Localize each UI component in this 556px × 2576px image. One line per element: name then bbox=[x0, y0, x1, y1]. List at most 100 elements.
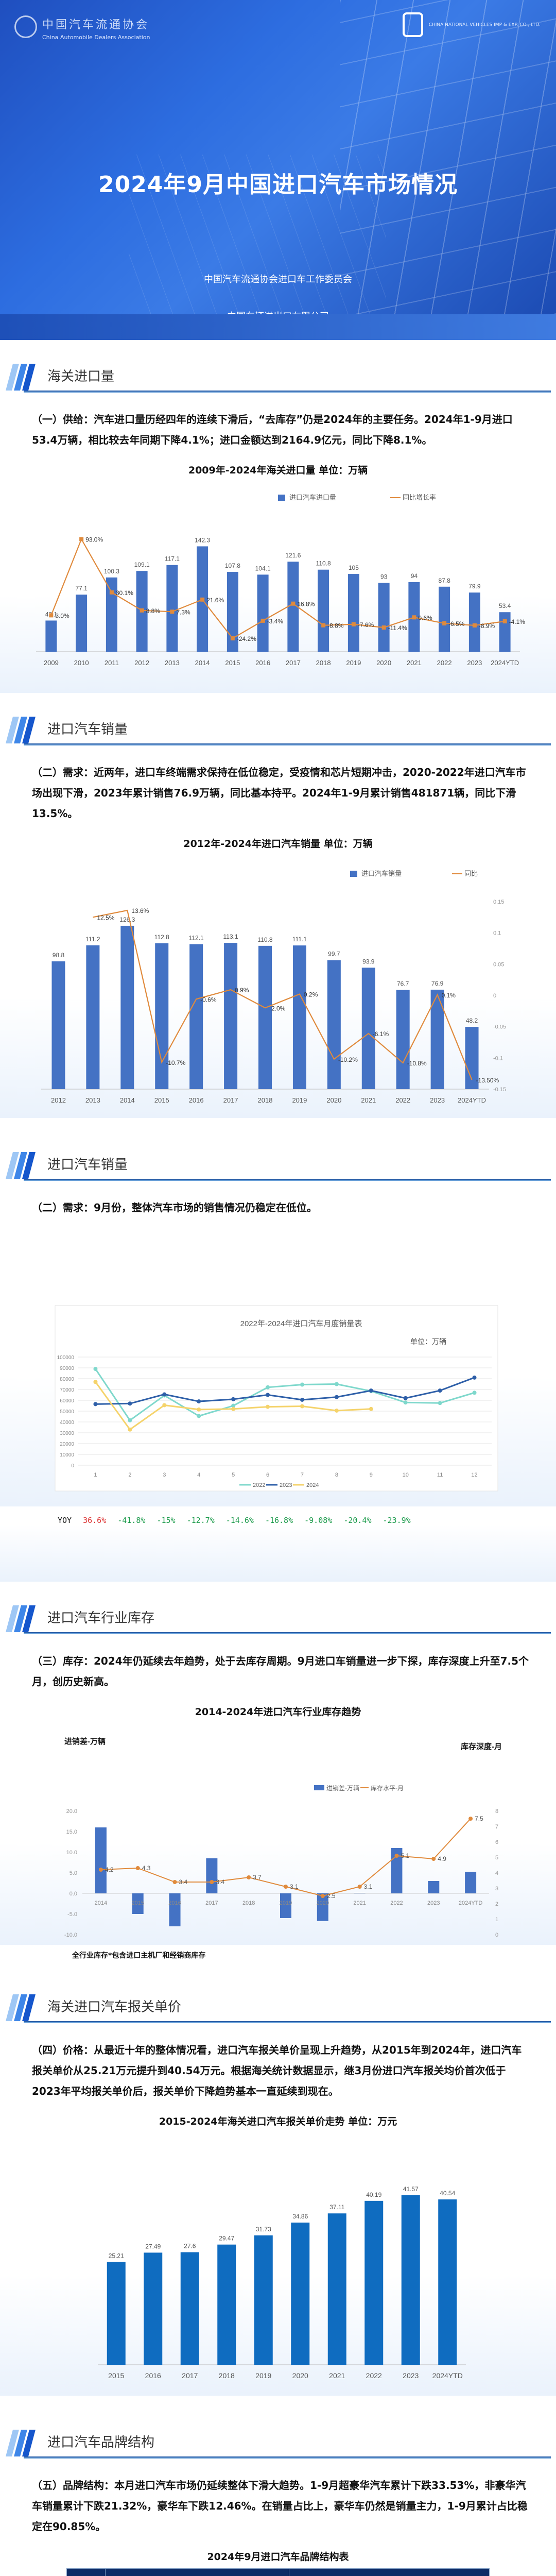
line-marker bbox=[109, 590, 114, 595]
chart-title: 2009年-2024年海关进口量 单位：万辆 bbox=[188, 465, 368, 476]
yoy-value: -15% bbox=[157, 1516, 176, 1525]
y2-tick: 6 bbox=[495, 1839, 498, 1845]
line-marker bbox=[321, 623, 326, 628]
line-value-label: 3.1 bbox=[364, 1883, 373, 1890]
trend-line bbox=[93, 909, 473, 1080]
bar bbox=[45, 620, 57, 652]
y2-tick: 4 bbox=[495, 1870, 498, 1876]
bar-value-label: 98.8 bbox=[53, 952, 65, 959]
category-label: 2014 bbox=[195, 659, 210, 667]
y-tick: 5.0 bbox=[70, 1870, 77, 1876]
line-marker bbox=[197, 1414, 201, 1418]
chart-title: 2014-2024年进口汽车行业库存趋势 bbox=[195, 1706, 361, 1718]
legend-label: 2022 bbox=[253, 1482, 265, 1488]
category-label: 2023 bbox=[467, 659, 482, 667]
y2-tick: 5 bbox=[495, 1855, 498, 1861]
category-label: 2015 bbox=[131, 1900, 144, 1906]
category-label: 2024YTD bbox=[491, 659, 519, 667]
line-marker bbox=[357, 1885, 362, 1889]
category-label: 2017 bbox=[286, 659, 301, 667]
section-header: 进口汽车销量 bbox=[5, 714, 551, 747]
yoy-value: 36.6% bbox=[83, 1516, 107, 1525]
line-value-label: -8.8% bbox=[327, 622, 344, 630]
y-tick: 15.0 bbox=[66, 1829, 77, 1835]
series-line-2023 bbox=[95, 1377, 475, 1405]
line-marker bbox=[247, 1875, 251, 1879]
bar-value-label: 48.2 bbox=[466, 1017, 478, 1024]
y2-tick: 8 bbox=[495, 1808, 498, 1815]
bar-value-label: 121.6 bbox=[285, 552, 301, 559]
table-header-cell: 品牌 bbox=[66, 2568, 106, 2576]
cover-bottom-band bbox=[0, 314, 556, 340]
category-label: 2018 bbox=[242, 1900, 255, 1906]
bar-value-label: 37.11 bbox=[329, 2204, 344, 2211]
bar bbox=[401, 2195, 420, 2365]
bar bbox=[391, 1848, 403, 1893]
y-tick: 30000 bbox=[60, 1431, 74, 1436]
line-marker bbox=[210, 1880, 214, 1884]
line-value-label: 8.8% bbox=[146, 607, 161, 615]
legend-label: 同比增长率 bbox=[403, 494, 436, 501]
bar-value-label: 110.8 bbox=[316, 560, 331, 567]
bar bbox=[318, 569, 329, 652]
line-marker bbox=[49, 613, 54, 618]
section-divider bbox=[24, 2456, 551, 2459]
bar-value-label: 111.2 bbox=[85, 936, 100, 943]
bar-value-label: 112.1 bbox=[189, 935, 204, 942]
line-marker bbox=[502, 619, 507, 624]
chart-monthly_sales: 2022年-2024年进口汽车月度销量表 单位：万辆 0 10000 20000 3000… bbox=[0, 1218, 556, 1506]
line-marker bbox=[162, 1392, 167, 1397]
y-tick: 40000 bbox=[60, 1420, 74, 1426]
line-marker bbox=[128, 1401, 132, 1406]
category-label: 2023 bbox=[403, 2371, 419, 2380]
report-title: 2024年9月中国进口汽车市场情况 bbox=[98, 172, 458, 198]
cada-logo-cn: 中国汽车流通协会 bbox=[42, 19, 150, 31]
category-label: 2014 bbox=[95, 1900, 107, 1906]
cada-logo-en: China Automobile Dealers Association bbox=[42, 34, 150, 41]
yoy-value: -12.7% bbox=[186, 1516, 215, 1525]
line-value-label: 13.6% bbox=[131, 907, 149, 914]
bar-value-label: 112.8 bbox=[154, 934, 169, 941]
line-value-label: -13.50% bbox=[476, 1077, 499, 1084]
category-label: 2016 bbox=[168, 1900, 181, 1906]
section-header: 进口汽车销量 bbox=[5, 1149, 551, 1182]
line-value-label: 5.1 bbox=[401, 1852, 409, 1859]
category-label: 2019 bbox=[292, 1096, 307, 1104]
bar bbox=[107, 2262, 126, 2365]
y2-tick: 0.1 bbox=[493, 930, 501, 937]
bar bbox=[51, 961, 65, 1089]
line-value-label: 0.1% bbox=[442, 992, 456, 999]
category-label: 2013 bbox=[85, 1096, 100, 1104]
bar bbox=[468, 592, 480, 652]
line-value-label: 7.3% bbox=[176, 608, 190, 616]
category-label: 2024YTD bbox=[432, 2371, 463, 2380]
line-marker bbox=[334, 1408, 339, 1413]
chart-import_sales: 98.8 2012 111.2 2013 126.3 2014 112.8 2015 112.1… bbox=[0, 850, 556, 1118]
cada-logo: 中国汽车流通协会 China Automobile Dealers Associ… bbox=[14, 15, 150, 41]
section-paragraph: （二）需求：9月份，整体汽车市场的销售情况仍稳定在低位。 bbox=[32, 1201, 317, 1214]
bar-value-label: 53.4 bbox=[499, 602, 511, 609]
bar bbox=[291, 2223, 310, 2365]
section-divider bbox=[24, 743, 551, 745]
category-label: 2017 bbox=[182, 2371, 198, 2380]
category-label: 2024YTD bbox=[458, 1096, 486, 1104]
line-marker bbox=[472, 623, 477, 628]
line-value-label: 3.1 bbox=[290, 1883, 299, 1890]
unit-label: 单位：万辆 bbox=[410, 1337, 446, 1346]
line-value-label: 30.1% bbox=[116, 589, 133, 597]
category-label: 2023 bbox=[430, 1096, 445, 1104]
bar-value-label: 40.54 bbox=[440, 2190, 455, 2197]
bar bbox=[120, 925, 134, 1089]
yoy-value: -14.6% bbox=[225, 1516, 254, 1525]
category-label: 2019 bbox=[255, 2371, 271, 2380]
y-tick: 90000 bbox=[60, 1366, 74, 1371]
line-value-label: 3.7 bbox=[253, 1874, 262, 1881]
line-marker bbox=[266, 1404, 270, 1409]
x-tick: 4 bbox=[197, 1472, 200, 1478]
x-tick: 6 bbox=[266, 1472, 269, 1478]
category-label: 2019 bbox=[280, 1900, 292, 1906]
line-value-label: -10.8% bbox=[407, 1060, 427, 1067]
category-label: 2012 bbox=[51, 1096, 66, 1104]
bar-value-label: 109.1 bbox=[134, 561, 150, 568]
line-marker bbox=[300, 1382, 304, 1387]
